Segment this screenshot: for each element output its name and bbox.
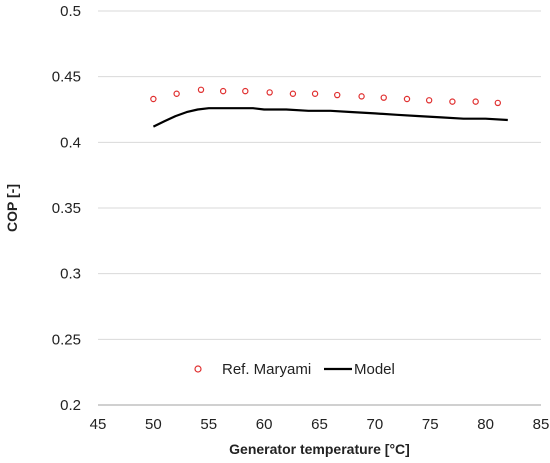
x-tick-label: 45: [90, 416, 107, 433]
x-tick-label: 70: [367, 416, 384, 433]
ref-maryami-point: [289, 90, 297, 97]
ref-maryami-point: [173, 90, 180, 97]
y-tick-label: 0.5: [60, 3, 81, 20]
ref-maryami-point: [242, 87, 249, 95]
y-tick-label: 0.2: [60, 397, 81, 414]
y-tick-label: 0.3: [60, 266, 81, 283]
ref-maryami-point: [219, 87, 227, 95]
ref-maryami-point: [334, 91, 341, 99]
x-tick-label: 55: [200, 416, 217, 433]
ref-maryami-point: [403, 95, 411, 103]
ref-maryami-point: [358, 93, 365, 100]
y-tick-labels: 0.2 0.25 0.3 0.35 0.4 0.45 0.5: [52, 3, 81, 414]
x-tick-label: 80: [477, 416, 494, 433]
series-layer: [150, 86, 508, 128]
model-line: [152, 107, 508, 128]
y-axis-label: COP [-]: [4, 184, 20, 232]
y-tick-label: 0.35: [52, 200, 81, 217]
ref-maryami-point: [311, 90, 319, 97]
grid-lines: [98, 10, 541, 340]
ref-maryami-point: [425, 97, 433, 104]
ref-maryami-point: [150, 95, 157, 103]
legend-label-model: Model: [354, 361, 395, 378]
legend: Ref. Maryami Model: [194, 361, 395, 378]
x-tick-labels: 45 50 55 60 65 70 75 80 85: [90, 416, 550, 433]
ref-maryami-point: [472, 98, 479, 105]
ref-maryami-point: [266, 89, 273, 96]
x-tick-label: 60: [256, 416, 273, 433]
y-tick-label: 0.4: [60, 134, 81, 151]
x-tick-label: 85: [533, 416, 550, 433]
ref-maryami-point: [449, 98, 456, 105]
x-axis-label: Generator temperature [°C]: [229, 441, 410, 457]
legend-marker-ref-maryami: [194, 365, 202, 373]
ref-maryami-point: [494, 99, 502, 107]
x-tick-label: 75: [422, 416, 439, 433]
ref-maryami-point: [197, 86, 205, 94]
x-tick-label: 65: [311, 416, 328, 433]
legend-label-ref-maryami: Ref. Maryami: [222, 361, 311, 378]
ref-maryami-point: [380, 94, 387, 101]
y-tick-label: 0.25: [52, 331, 81, 348]
y-tick-label: 0.45: [52, 69, 81, 86]
x-tick-label: 50: [145, 416, 162, 433]
